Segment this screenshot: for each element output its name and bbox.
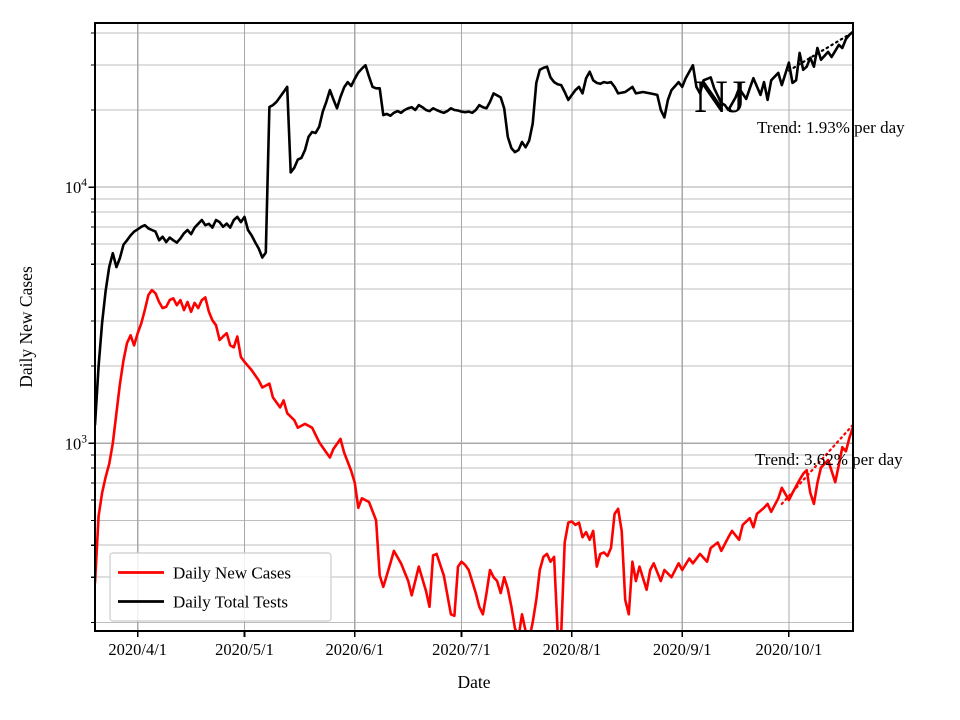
x-tick-label: 2020/6/1: [325, 640, 384, 659]
legend: Daily New Cases Daily Total Tests: [109, 552, 332, 622]
series-group: [95, 30, 853, 631]
x-tick-label: 2020/5/1: [215, 640, 274, 659]
y-tick-label: 103: [65, 433, 88, 453]
legend-box: [109, 552, 332, 622]
legend-label: Daily New Cases: [173, 564, 291, 583]
minor-gridlines: [95, 32, 853, 623]
state-watermark: NJ: [694, 71, 746, 123]
series-line-daily-new-cases: [95, 288, 853, 631]
x-axis-label: Date: [457, 672, 490, 692]
series-line-daily-total-tests: [95, 30, 853, 427]
plot-area: [95, 23, 853, 631]
trend-annotation: Trend: 1.93% per day: [757, 118, 905, 137]
x-tick-label: 2020/4/1: [108, 640, 167, 659]
axis-ticks: [88, 32, 790, 637]
x-tick-label: 2020/8/1: [543, 640, 602, 659]
legend-label: Daily Total Tests: [173, 593, 288, 612]
trend-annotation: Trend: 3.62% per day: [755, 450, 903, 469]
x-tick-label: 2020/9/1: [653, 640, 712, 659]
y-axis-label: Daily New Cases: [16, 266, 36, 388]
x-tick-label: 2020/10/1: [755, 640, 822, 659]
plot-border: [94, 22, 854, 632]
x-tick-label: 2020/7/1: [432, 640, 491, 659]
trend-line-daily-new-cases: [780, 423, 853, 505]
major-gridlines: [95, 23, 853, 631]
y-tick-label: 104: [65, 177, 88, 197]
trend-line-daily-total-tests: [787, 31, 853, 72]
